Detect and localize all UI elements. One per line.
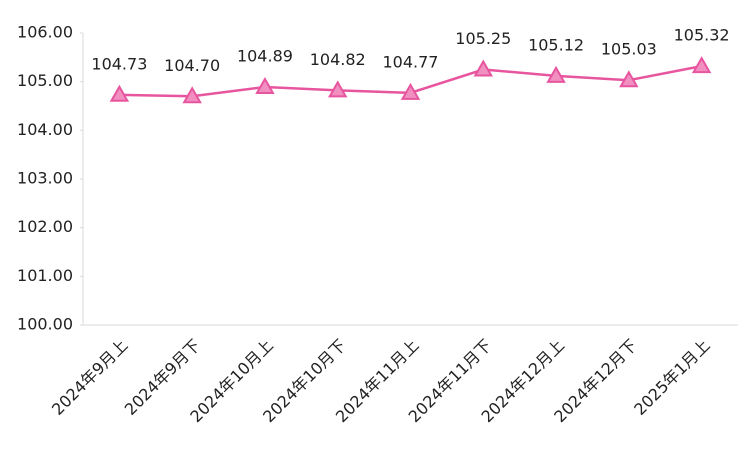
- y-tick-label: 105.00: [17, 71, 73, 90]
- marker: [691, 56, 712, 74]
- data-label: 105.25: [455, 29, 511, 48]
- marker: [473, 59, 494, 77]
- marker: [619, 70, 639, 88]
- marker: [255, 77, 275, 95]
- marker: [327, 80, 348, 98]
- y-tick-label: 102.00: [17, 217, 73, 236]
- data-label: 104.82: [310, 50, 366, 69]
- y-tick-label: 104.00: [17, 120, 73, 139]
- marker: [400, 82, 421, 100]
- data-label: 105.32: [674, 26, 730, 45]
- y-tick-label: 103.00: [17, 169, 73, 188]
- data-label: 104.89: [237, 47, 293, 66]
- data-label: 104.77: [383, 52, 439, 71]
- y-tick-label: 106.00: [17, 23, 73, 42]
- marker: [182, 86, 202, 104]
- x-tick-label: 2025年1月上: [630, 336, 713, 419]
- marker: [546, 65, 566, 83]
- data-label: 104.70: [164, 56, 220, 75]
- y-tick-label: 101.00: [17, 266, 73, 285]
- y-tick-label: 100.00: [17, 315, 73, 334]
- marker: [109, 84, 130, 102]
- x-tick-label: 2024年9月上: [48, 336, 131, 419]
- data-label: 104.73: [91, 54, 147, 73]
- data-label: 105.03: [601, 40, 657, 59]
- data-label: 105.12: [528, 35, 584, 54]
